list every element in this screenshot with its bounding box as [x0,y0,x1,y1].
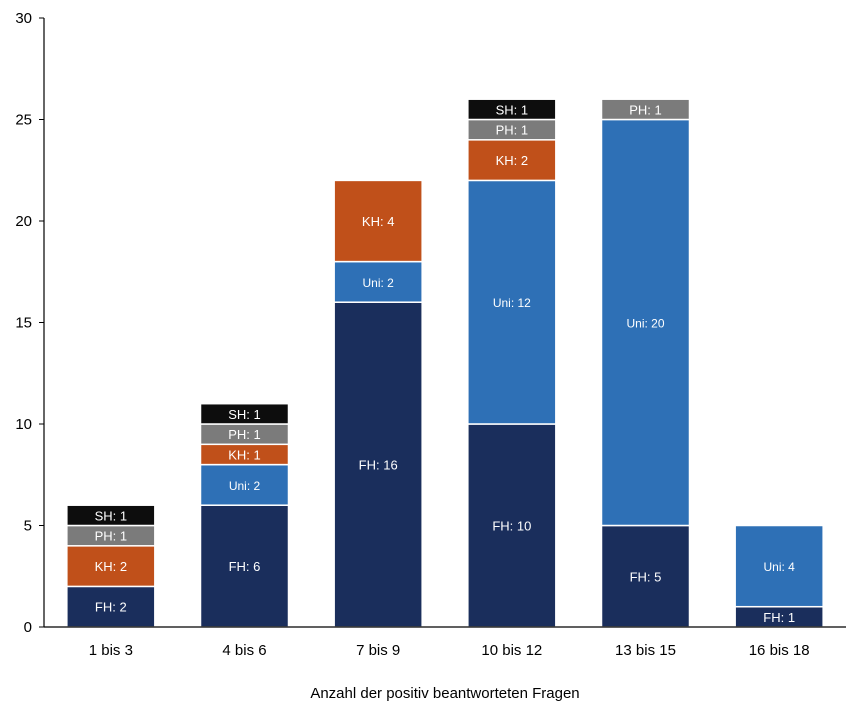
data-label: Uni: 20 [626,317,664,331]
data-label: SH: 1 [95,508,128,523]
bar-segments: FH: 2 KH: 2 PH: 1 SH: 1 FH: 6 Uni: 2 KH: 1 PH: … [66,98,824,628]
x-tick-label: 4 bis 6 [222,642,266,659]
data-label: KH: 2 [496,153,529,168]
bar-segment-kh [333,179,423,263]
bar-segment-fh [199,504,290,628]
bar-segment-uni [600,118,691,527]
y-tick-label: 15 [15,315,32,332]
data-label: SH: 1 [228,407,261,422]
data-label: FH: 16 [359,458,398,473]
data-label: SH: 1 [496,102,529,117]
y-tick-label: 10 [15,416,32,433]
bar-segment-uni [734,524,824,608]
bar-segment-kh [66,545,156,588]
x-tick-label: 10 bis 12 [481,642,542,659]
axes [43,18,846,628]
data-label: FH: 10 [492,519,531,534]
bar-segment-fh [333,301,423,628]
data-label: FH: 1 [763,610,795,625]
y-tick-label: 5 [24,518,32,535]
data-label: Uni: 2 [362,276,394,290]
data-label: PH: 1 [629,102,662,117]
x-tick-label: 7 bis 9 [356,642,400,659]
x-tick-label: 1 bis 3 [89,642,133,659]
y-tick-label: 20 [15,213,32,230]
x-tick-label: 13 bis 15 [615,642,676,659]
x-axis-tick-labels: 1 bis 3 4 bis 6 7 bis 9 10 bis 12 13 bis 15 1… [89,642,810,659]
data-label: FH: 5 [630,569,662,584]
x-axis-title: Anzahl der positiv beantworteten Fragen [310,685,579,702]
y-tick-label: 0 [24,619,32,636]
bar-segment-sh [66,504,156,527]
bar-segment-uni [467,179,557,425]
y-tick-label: 30 [15,10,32,27]
data-label: PH: 1 [496,123,529,138]
data-label: Uni: 2 [229,479,261,493]
data-label: PH: 1 [95,529,128,544]
data-label: PH: 1 [228,427,261,442]
data-label: FH: 6 [229,559,261,574]
data-label: Uni: 4 [763,560,795,574]
data-label: KH: 4 [362,214,395,229]
x-tick-label: 16 bis 18 [749,642,810,659]
bar-segment-sh [199,402,290,425]
y-tick-label: 25 [15,112,32,129]
bar-segment-sh [467,98,557,121]
data-label: FH: 2 [95,600,127,615]
bar-segment-uni [333,260,423,303]
data-label: KH: 2 [95,559,128,574]
bar-segment-uni [199,463,290,506]
data-label: Uni: 12 [493,296,531,310]
bar-segment-fh [600,524,691,628]
y-axis-ticks: 0 5 10 15 20 25 30 [15,10,44,636]
data-label: KH: 1 [228,447,261,462]
bar-segment-ph [600,98,691,121]
